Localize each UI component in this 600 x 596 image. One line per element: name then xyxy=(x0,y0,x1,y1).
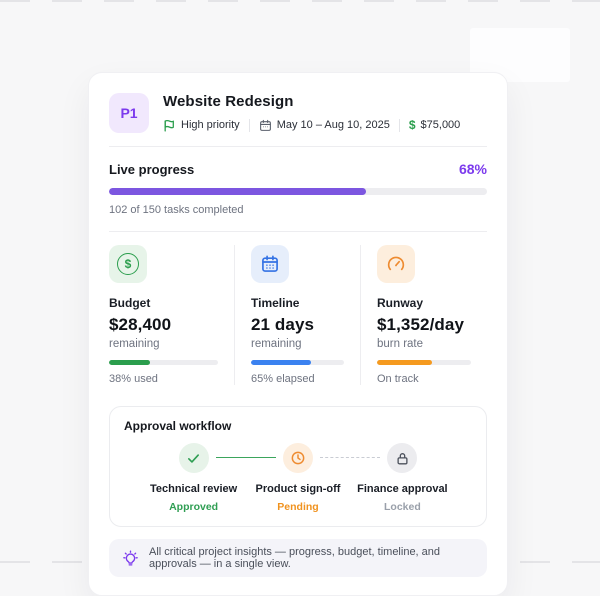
live-progress-label: Live progress xyxy=(109,162,195,177)
runway-icon-tile xyxy=(377,245,415,283)
step-name: Finance approval xyxy=(357,483,448,495)
metrics-row: $ Budget $28,400 remaining 38% used xyxy=(89,232,507,398)
workflow-step-finance-approval: Finance approval Locked xyxy=(337,443,467,513)
backdrop-dashes-top xyxy=(0,0,600,2)
timeline-icon-tile xyxy=(251,245,289,283)
flag-icon xyxy=(163,119,176,132)
dates-meta: May 10 – Aug 10, 2025 xyxy=(259,119,390,132)
calendar-icon xyxy=(259,119,272,132)
live-progress-percent: 68% xyxy=(458,161,487,177)
approval-steps: Technical review Approved Product sign-o… xyxy=(124,443,472,515)
section-divider xyxy=(109,231,487,232)
clock-icon xyxy=(283,443,313,473)
project-card: P1 Website Redesign High priority xyxy=(88,72,508,596)
budget-meta: $ $75,000 xyxy=(409,118,460,132)
meta-separator xyxy=(248,118,250,132)
project-title: Website Redesign xyxy=(163,93,294,110)
live-progress-bar xyxy=(109,188,487,195)
budget-bar xyxy=(109,360,218,365)
budget-bar-fill xyxy=(109,360,151,365)
step-status: Pending xyxy=(277,501,319,513)
timeline-bar xyxy=(251,360,344,365)
card-header: P1 Website Redesign High priority xyxy=(89,73,507,146)
total-budget: $75,000 xyxy=(420,119,461,131)
metric-timeline: Timeline 21 days remaining 65% elapsed xyxy=(235,245,361,385)
metric-label: Budget xyxy=(109,296,151,310)
metric-value: $28,400 xyxy=(109,315,172,334)
metric-caption: On track xyxy=(377,373,419,385)
priority-meta: High priority xyxy=(163,119,240,132)
meta-separator xyxy=(398,118,400,132)
metric-subtitle: remaining xyxy=(109,338,160,350)
project-meta-row: High priority May 10 – Aug 10, 2025 $ xyxy=(163,118,460,132)
metric-subtitle: remaining xyxy=(251,338,302,350)
budget-icon-tile: $ xyxy=(109,245,147,283)
runway-bar-fill xyxy=(377,360,432,365)
step-connector-solid xyxy=(215,457,276,458)
metric-subtitle: burn rate xyxy=(377,338,424,350)
metric-caption: 38% used xyxy=(109,373,158,385)
runway-bar xyxy=(377,360,471,365)
timeline-bar-fill xyxy=(251,360,312,365)
live-progress-section: Live progress 68% 102 of 150 tasks compl… xyxy=(89,147,507,231)
insight-banner: All critical project insights — progress… xyxy=(109,539,487,577)
lightbulb-icon xyxy=(122,549,139,567)
workflow-step-product-signoff: Product sign-off Pending xyxy=(233,443,363,513)
metric-value: 21 days xyxy=(251,315,315,334)
step-status: Approved xyxy=(169,501,219,513)
step-name: Product sign-off xyxy=(255,483,341,495)
tasks-completed-caption: 102 of 150 tasks completed xyxy=(109,204,244,216)
metric-value: $1,352/day xyxy=(377,315,465,334)
step-connector-dashed xyxy=(320,457,381,458)
date-range: May 10 – Aug 10, 2025 xyxy=(276,119,390,131)
lock-icon xyxy=(387,443,418,473)
metric-runway: Runway $1,352/day burn rate On track xyxy=(361,245,487,385)
project-badge: P1 xyxy=(109,93,149,133)
check-icon xyxy=(178,443,209,473)
live-progress-bar-fill xyxy=(109,188,367,195)
metric-label: Runway xyxy=(377,296,424,310)
insight-text: All critical project insights — progress… xyxy=(149,546,441,570)
step-status: Locked xyxy=(384,501,421,513)
calendar-icon xyxy=(260,254,280,274)
priority-label: High priority xyxy=(181,119,240,131)
metric-caption: 65% elapsed xyxy=(251,373,315,385)
metric-budget: $ Budget $28,400 remaining 38% used xyxy=(109,245,235,385)
workflow-step-technical-review: Technical review Approved xyxy=(129,443,259,513)
step-name: Technical review xyxy=(149,483,238,495)
approval-workflow-title: Approval workflow xyxy=(124,419,232,433)
metric-label: Timeline xyxy=(251,296,300,310)
dollar-icon: $ xyxy=(408,118,416,132)
gauge-icon xyxy=(386,254,406,274)
approval-workflow-panel: Approval workflow Technical review Appro… xyxy=(109,406,487,527)
section-divider xyxy=(109,146,487,147)
dollar-circle-icon: $ xyxy=(117,253,139,275)
